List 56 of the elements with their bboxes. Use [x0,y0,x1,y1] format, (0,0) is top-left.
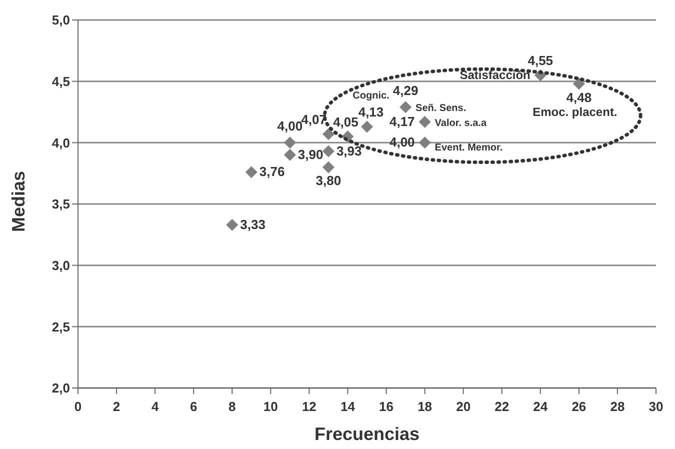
point [418,116,431,128]
annotation: Señ. Sens. [416,103,466,114]
x-tick-label: 2 [112,399,120,414]
data-label: 3,93 [336,143,362,158]
annotation: Event. Memor. [434,142,503,154]
x-tick-label: 10 [263,399,278,414]
x-tick-label: 0 [74,399,82,414]
y-tick-label: 2,0 [52,380,70,396]
x-tick-label: 14 [340,399,356,414]
annotation: Satisfacción [460,68,530,82]
y-tick-label: 5,0 [52,12,70,28]
y-tick-label: 3,0 [52,258,70,273]
annotation: Emoc. placent. [532,104,618,119]
x-tick-label: 24 [533,399,548,414]
point [361,120,373,133]
data-label: 3,76 [259,164,285,180]
data-label: 4,00 [277,118,303,134]
point [245,166,258,178]
data-label: 4,05 [333,114,358,130]
point [284,148,296,161]
data-label: 4,13 [358,104,384,120]
x-tick-label: 30 [648,399,664,414]
y-tick-label: 4,5 [52,74,70,89]
x-axis-title: Frecuencias [314,424,420,444]
x-tick-label: 16 [379,399,394,414]
x-tick-label: 6 [190,399,198,414]
data-label: 3,90 [298,146,324,162]
point [322,161,334,174]
y-tick-label: 2,5 [52,319,70,334]
x-tick-label: 8 [228,399,236,414]
data-label: 4,29 [392,83,418,98]
y-tick-label: 3,5 [52,196,70,212]
data-label: 3,33 [240,216,266,232]
y-tick-label: 4,0 [52,135,70,150]
annotation: Cognic. [352,90,390,102]
annotation: Valor. s.a.a [434,118,487,129]
data-label: 4,55 [528,53,554,68]
x-tick-label: 4 [151,399,160,414]
x-tick-label: 22 [494,399,510,414]
data-label: 4,17 [389,114,415,129]
x-tick-label: 12 [302,399,316,414]
y-axis-title: Medias [8,170,28,232]
x-tick-label: 18 [418,399,432,414]
point [322,128,334,140]
data-label: 4,07 [301,112,326,128]
data-label: 3,80 [316,173,342,188]
point [418,136,431,149]
point [322,145,334,158]
x-tick-label: 28 [610,399,625,414]
x-tick-label: 26 [572,399,586,414]
point [226,218,238,231]
point [400,101,412,114]
point [572,78,585,90]
point [284,136,296,149]
x-tick-label: 20 [456,399,471,414]
data-label: 4,48 [566,90,592,105]
